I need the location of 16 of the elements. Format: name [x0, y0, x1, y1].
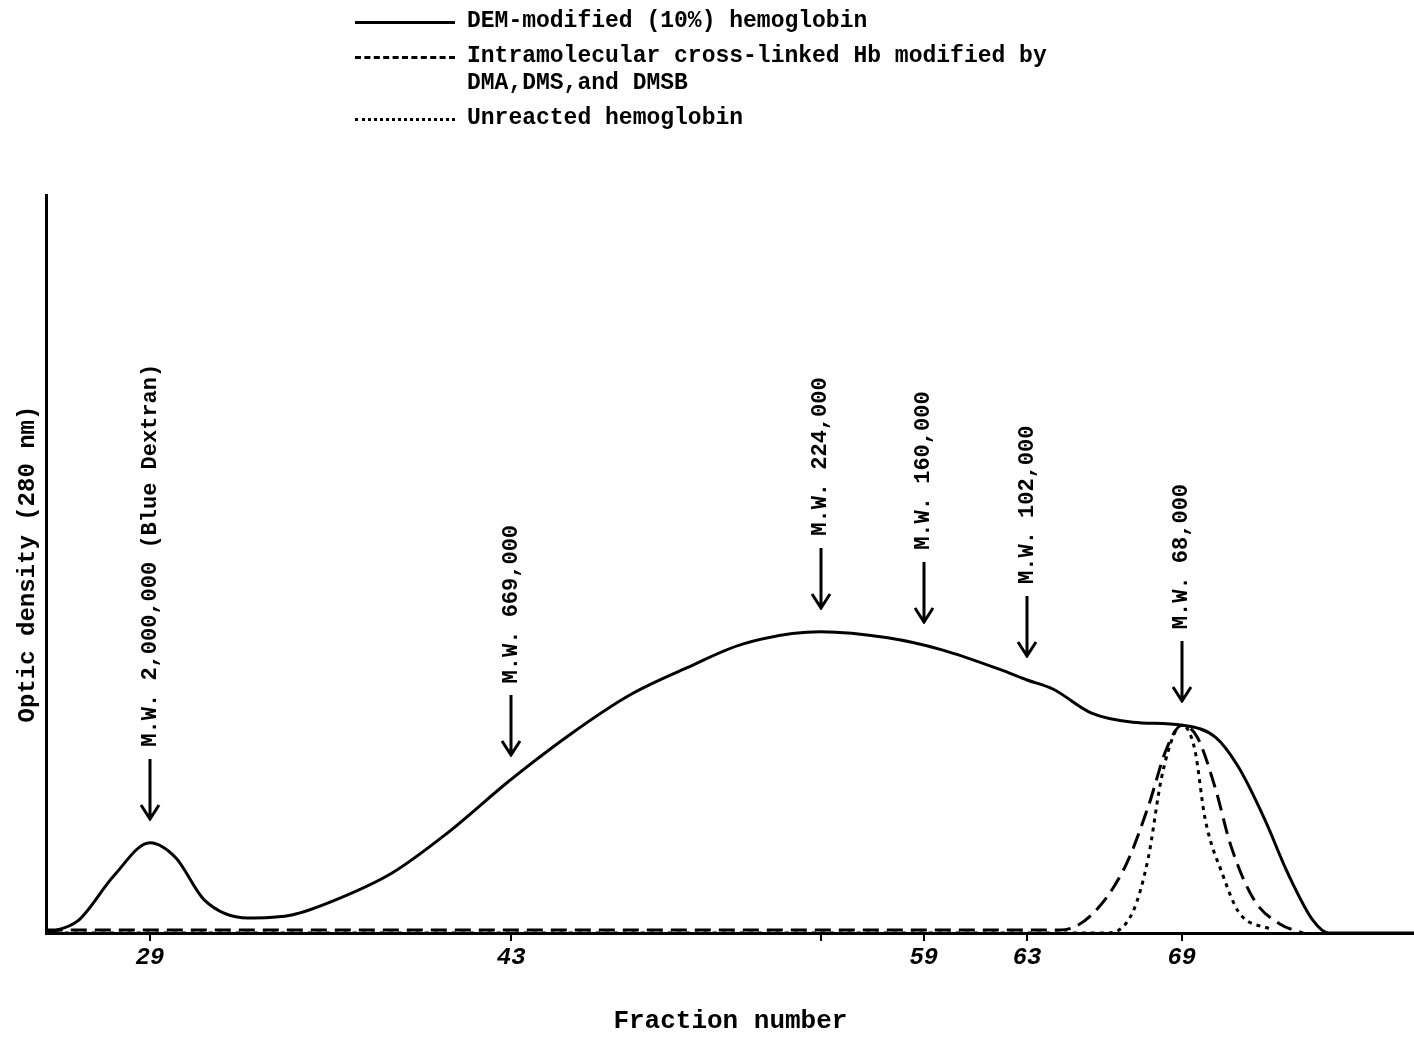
text: M.W. 68,000	[1169, 483, 1195, 630]
x-tick-label: 43	[496, 944, 526, 972]
x-tick-label: 59	[909, 944, 939, 972]
text: M.W. 102,000	[1014, 425, 1040, 584]
x-axis-title: Fraction number	[613, 1005, 848, 1036]
annotation: M.W. 2,000,000 (Blue Dextran)	[137, 363, 163, 747]
legend-label: Intramolecular cross-linked Hb modified by DMA,DMS,and DMSB	[467, 43, 1048, 97]
annotation: M.W. 669,000	[498, 524, 524, 684]
x-tick-label: 63	[1012, 944, 1042, 972]
text: M.W. 160,000	[911, 391, 937, 550]
legend-label: DEM-modified (10%) hemoglobin	[467, 8, 868, 35]
legend-label: Unreacted hemoglobin	[467, 105, 744, 132]
x-tick-label: 69	[1167, 944, 1197, 972]
text: M.W. 224,000	[808, 377, 834, 536]
x-tick-label: 29	[135, 944, 165, 972]
y-axis-title: Optic density (280 nm)	[14, 405, 42, 723]
